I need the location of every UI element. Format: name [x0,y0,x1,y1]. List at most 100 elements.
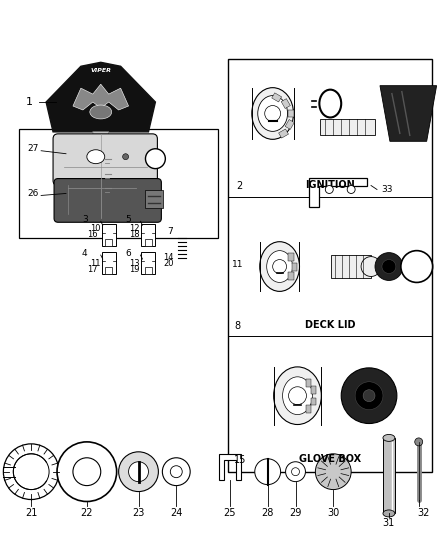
Circle shape [123,154,129,160]
Text: 12: 12 [129,224,140,233]
Text: 2: 2 [237,181,243,190]
Circle shape [361,256,381,277]
Text: 32: 32 [417,508,430,519]
Text: 33: 33 [381,185,393,194]
Circle shape [170,466,182,478]
Bar [288,272,294,280]
Ellipse shape [324,95,336,111]
Circle shape [341,368,397,424]
Text: 7: 7 [167,227,173,236]
Ellipse shape [267,251,293,282]
Circle shape [255,459,281,484]
Bar [141,252,155,274]
Bar [285,119,294,130]
Text: 6: 6 [126,248,131,257]
Circle shape [273,260,286,273]
Ellipse shape [252,87,293,139]
Text: 20: 20 [163,259,173,268]
Ellipse shape [90,105,112,119]
Bar [105,267,112,274]
Ellipse shape [260,241,300,292]
Circle shape [129,462,148,482]
Bar [331,255,371,278]
Text: 8: 8 [235,321,241,330]
Circle shape [375,253,403,280]
Circle shape [262,466,274,478]
Bar [306,405,311,413]
Bar [306,379,311,387]
Polygon shape [309,177,367,207]
Text: 29: 29 [290,508,302,519]
Text: 23: 23 [132,508,145,519]
Circle shape [119,452,159,491]
Ellipse shape [87,150,105,164]
Bar [311,398,316,406]
Bar [311,386,316,394]
Circle shape [73,458,101,486]
Text: GLOVE BOX: GLOVE BOX [299,454,361,464]
Text: 31: 31 [383,519,395,528]
Text: 21: 21 [25,508,37,519]
Text: 4: 4 [82,248,88,257]
Circle shape [57,442,117,502]
Circle shape [292,468,300,475]
Text: 18: 18 [129,230,140,239]
Circle shape [408,257,426,276]
Bar [141,224,155,246]
Text: 19: 19 [129,265,140,274]
Bar [320,119,375,135]
Circle shape [13,454,49,490]
Circle shape [162,458,190,486]
Bar [272,93,282,102]
Ellipse shape [274,367,321,424]
Circle shape [347,185,355,193]
Polygon shape [93,132,109,221]
Text: DECK LID: DECK LID [304,320,355,329]
Polygon shape [46,62,155,132]
Text: 28: 28 [261,508,274,519]
Text: 3: 3 [82,215,88,224]
Text: 11: 11 [232,260,244,269]
Text: 15: 15 [234,455,246,465]
Bar [102,224,116,246]
Text: 10: 10 [91,224,101,233]
Text: 1: 1 [26,97,33,107]
Bar [279,129,289,138]
Bar [102,252,116,274]
Polygon shape [219,454,241,480]
Text: 5: 5 [126,215,131,224]
Circle shape [286,462,305,482]
Text: 30: 30 [327,508,339,519]
Bar [145,267,152,274]
Ellipse shape [383,434,395,441]
Circle shape [325,185,333,193]
Bar [288,253,294,261]
Bar [228,59,431,472]
Text: 25: 25 [224,508,236,519]
Ellipse shape [319,90,341,117]
Text: IGNITION: IGNITION [305,180,355,190]
Circle shape [289,387,307,405]
Circle shape [265,106,281,122]
Circle shape [4,444,59,499]
Text: 26: 26 [28,189,39,198]
Text: VIPER: VIPER [90,68,111,72]
Bar [288,109,293,117]
Bar [145,239,152,246]
Circle shape [401,251,433,282]
Bar [281,99,290,109]
Ellipse shape [283,377,312,415]
FancyBboxPatch shape [54,179,161,222]
Circle shape [150,154,160,164]
Bar [383,438,395,513]
Circle shape [382,260,396,273]
Circle shape [145,149,165,168]
Text: 16: 16 [88,230,98,239]
Ellipse shape [383,510,395,517]
FancyBboxPatch shape [53,134,157,185]
Text: 11: 11 [91,259,101,268]
Circle shape [355,382,383,410]
Bar [145,190,163,208]
Circle shape [363,390,375,402]
Polygon shape [380,86,437,141]
